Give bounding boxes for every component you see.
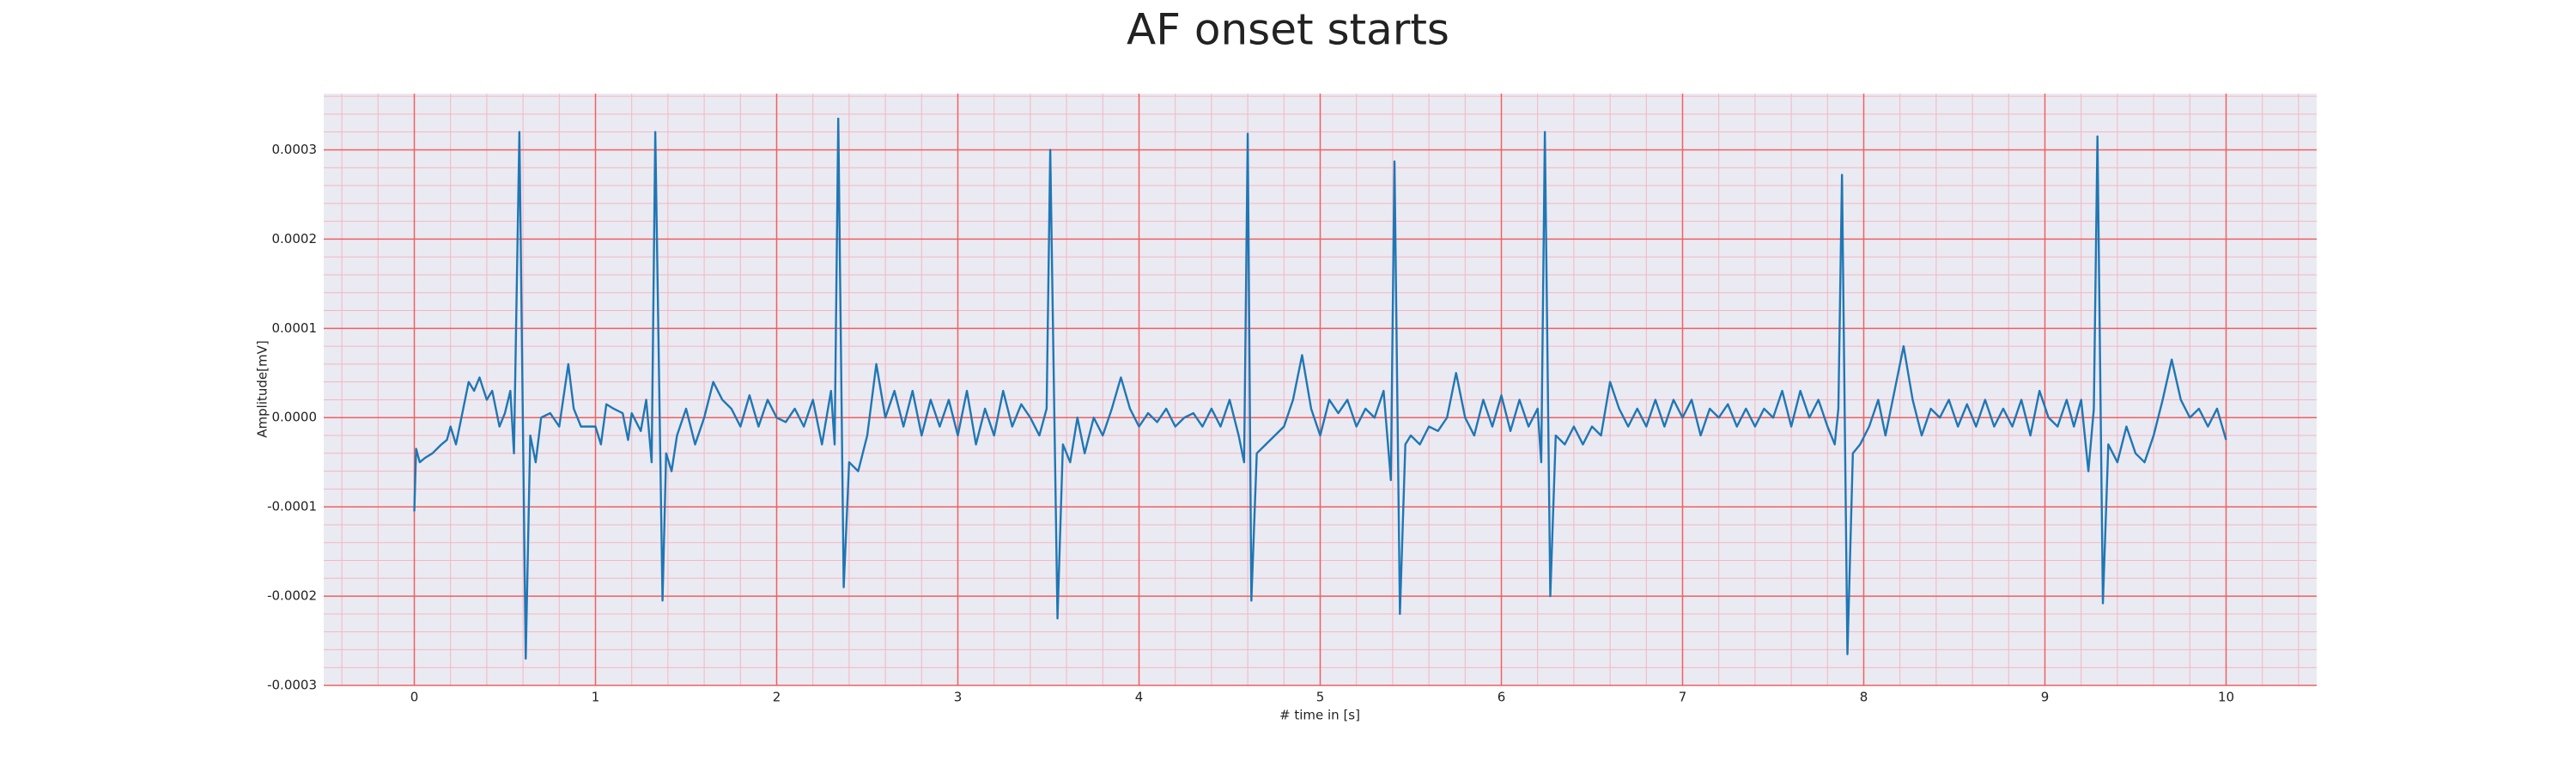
x-tick-label: 7 [1679,690,1687,705]
x-tick-label: 0 [410,690,419,705]
y-tick-label: -0.0003 [267,678,317,693]
signal-line [413,117,2227,660]
y-axis-label: Amplitude[mV] [255,340,270,437]
x-tick-label: 4 [1135,690,1144,705]
x-tick-label: 8 [1860,690,1868,705]
y-tick-label: 0.0003 [272,142,318,157]
chart-title: AF onset starts [1127,5,1449,55]
y-tick-label: 0.0000 [272,410,318,425]
x-tick-label: 10 [2218,690,2234,705]
x-tick-label: 5 [1316,690,1325,705]
x-tick-label: 9 [2041,690,2050,705]
y-tick-label: 0.0001 [272,320,318,336]
y-tick-label: -0.0001 [267,499,317,514]
x-tick-label: 2 [773,690,781,705]
x-axis-label: # time in [s] [1279,708,1360,723]
x-tick-label: 6 [1498,690,1506,705]
grid [324,94,2317,686]
x-tick-label: 3 [954,690,963,705]
y-tick-label: 0.0002 [272,231,318,247]
x-tick-label: 1 [592,690,600,705]
y-tick-label: -0.0002 [267,588,317,604]
